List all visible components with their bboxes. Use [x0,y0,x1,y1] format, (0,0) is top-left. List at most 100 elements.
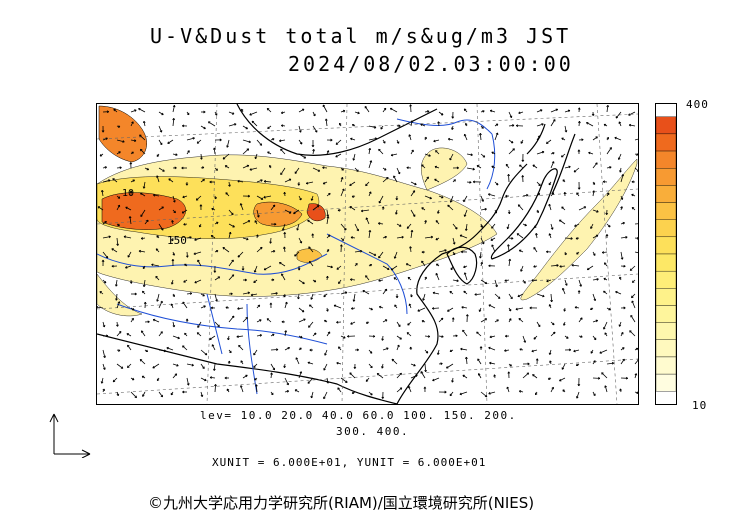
wind-vector-head [619,388,621,391]
colorbar-segment [656,133,676,152]
wind-vector-head [247,291,250,293]
wind-vector [478,373,482,379]
wind-vector-head [474,294,477,296]
wind-vector [200,125,206,130]
wind-vector-head [495,132,498,135]
wind-vector-head [101,381,104,384]
wind-vector [390,265,398,271]
wind-vector-head [590,227,593,229]
wind-vector-head [323,397,326,400]
wind-vector-head [191,363,194,366]
wind-vector [461,306,468,309]
contour-label-150: 150 [167,234,187,247]
wind-vector-head [279,262,281,265]
wind-vector-head [622,257,624,260]
wind-vector-head [135,395,137,398]
wind-vector-head [125,206,128,210]
wind-vector [452,279,459,282]
wind-vector-head [146,219,149,222]
wind-vector [242,292,250,295]
wind-vector [153,194,160,197]
wind-vector [532,164,538,169]
wind-vector [172,373,178,379]
wind-vector [167,139,174,144]
wind-vector-head [456,166,459,169]
wind-vector [307,219,314,225]
wind-vector-head [441,195,444,198]
wind-vector-head [629,330,631,333]
wind-vector-head [199,204,202,207]
wind-vector-head [620,206,623,209]
wind-vector-head [227,360,230,363]
wind-vector [620,358,625,365]
wind-vector [97,306,104,309]
wind-vector-head [349,372,351,375]
wind-vector-head [357,111,360,114]
wind-vector-head [636,238,638,240]
wind-vector-head [410,120,413,123]
wind-vector-head [336,322,339,324]
wind-vector [158,300,163,309]
wind-vector [200,349,208,356]
wind-vector-head [338,282,341,284]
wind-vector [158,111,164,116]
wind-vector [531,279,538,281]
wind-vector [550,161,555,169]
colorbar-max-label: 400 [686,98,709,111]
wind-vector [424,335,430,337]
wind-vector-head [270,372,273,375]
wind-vector [536,321,541,327]
wind-vector [410,209,416,217]
wind-vector-head [174,166,177,169]
wind-vector-head [192,137,195,139]
wind-vector-head [356,348,359,351]
wind-vector-head [482,126,484,129]
wind-vector-head [285,301,288,304]
wind-vector [629,124,636,127]
wind-vector-head [563,192,566,195]
wind-vector-head [410,229,413,232]
wind-vector [480,391,488,398]
wind-vector [140,209,146,217]
wind-vector [264,180,272,183]
wind-vector-head [254,270,257,273]
wind-vector [368,138,377,141]
wind-vector-head [274,222,277,225]
wind-vector-head [258,215,260,218]
wind-vector [460,348,468,351]
wind-vector [127,363,132,368]
wind-vector [438,249,447,253]
wind-vector-head [424,276,427,279]
wind-vector-head [437,352,440,355]
wind-vector-head [520,269,523,272]
wind-vector-head [283,295,286,298]
wind-vector-head [160,300,163,303]
wind-vector [564,125,567,133]
wind-vector [281,273,286,281]
wind-vector [424,236,433,239]
wind-vector [518,318,524,323]
wind-vector [634,359,638,365]
wind-vector [312,125,318,133]
wind-vector-head [280,173,283,176]
wind-vector [364,106,370,113]
wind-vector [283,246,286,253]
wind-vector [270,237,272,244]
wind-vector [151,264,160,267]
dust-pool-southwest [97,273,143,317]
wind-vector [490,110,496,113]
wind-vector [491,223,496,229]
wind-vector-head [398,124,401,127]
wind-vector [116,237,119,246]
wind-vector [437,349,440,355]
colorbar-segment [656,116,676,135]
wind-vector [396,344,400,351]
wind-vector [452,223,458,230]
wind-vector-head [637,236,638,239]
wind-vector-head [132,308,135,311]
wind-vector-head [225,192,227,195]
wind-vector [340,335,346,339]
wind-vector-head [222,247,225,250]
wind-vector-head [310,297,314,300]
reference-vector-icon [49,413,91,458]
